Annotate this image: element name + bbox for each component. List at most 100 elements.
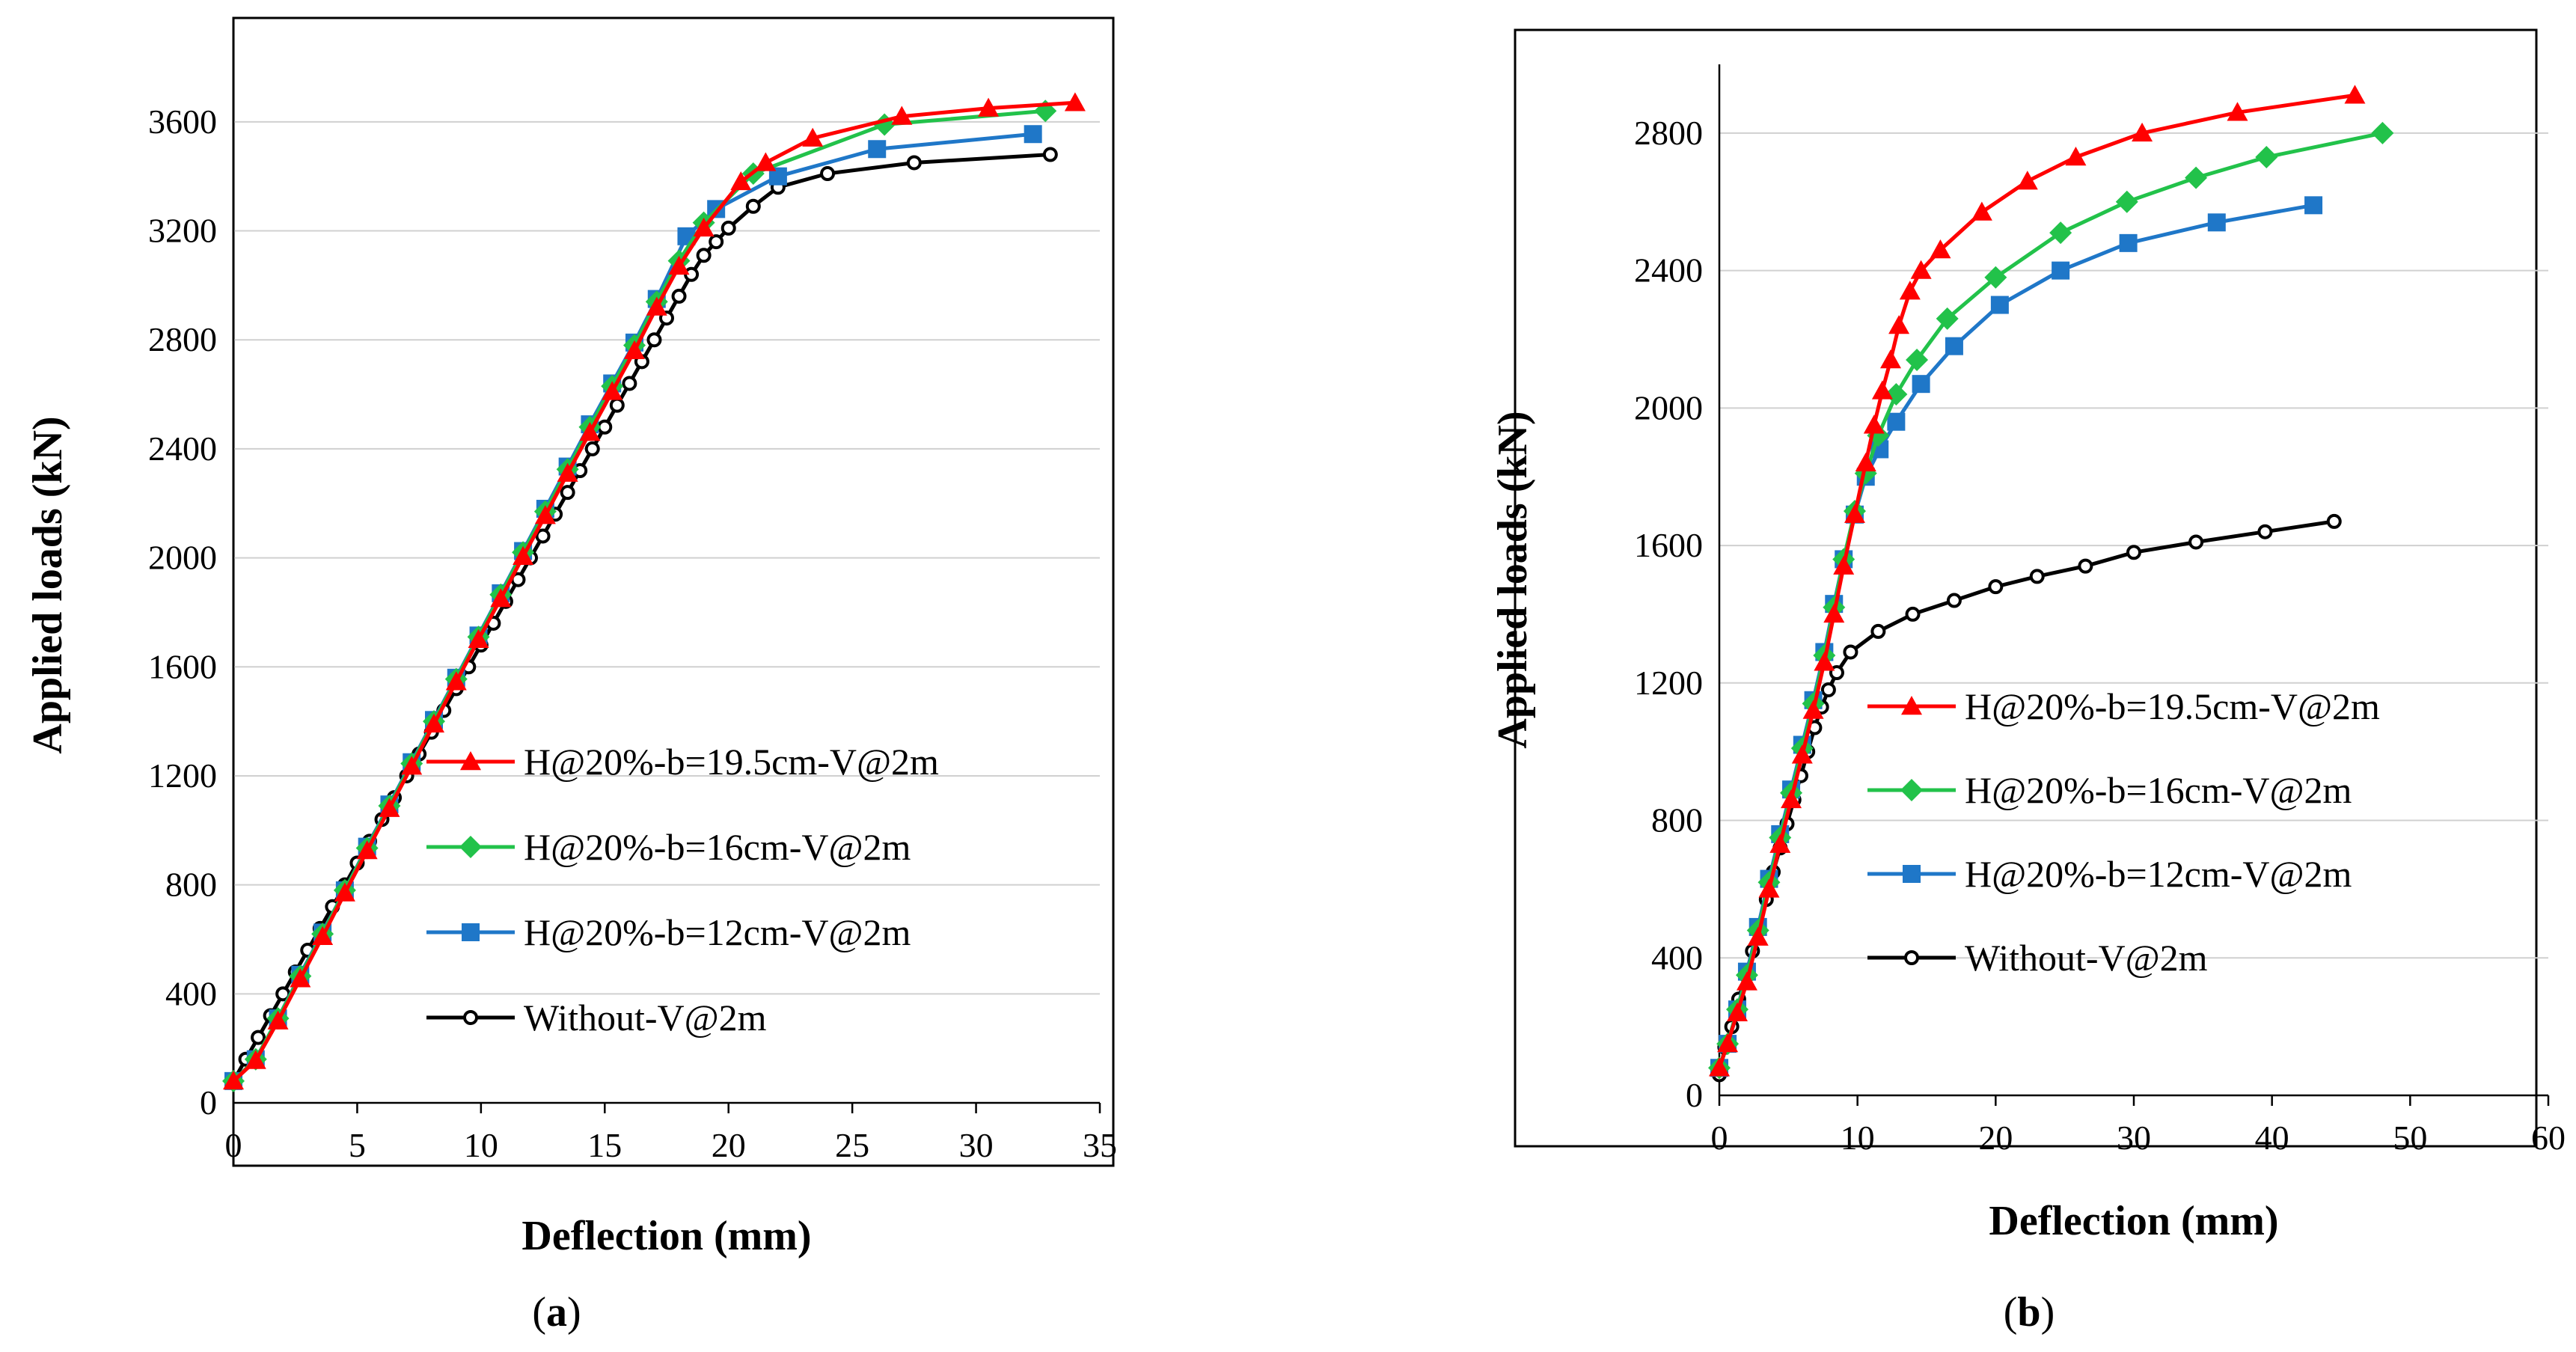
data-point xyxy=(1717,1033,1739,1053)
data-point xyxy=(2119,233,2138,252)
y-axis-title: Applied loads (kN) xyxy=(1490,411,1536,748)
data-point xyxy=(906,155,922,171)
data-point xyxy=(1905,606,1921,622)
x-tick-label: 25 xyxy=(835,1126,869,1164)
data-point xyxy=(646,332,662,348)
data-point xyxy=(290,968,311,988)
legend-label: H@20%-b=12cm-V@2m xyxy=(524,911,911,953)
data-point xyxy=(1930,239,1951,259)
x-axis-title: Deflection (mm) xyxy=(1989,1198,2278,1244)
data-point xyxy=(1871,380,1893,400)
data-point xyxy=(978,97,1000,117)
data-point xyxy=(2132,122,2153,142)
data-point xyxy=(1888,315,1910,334)
data-point xyxy=(602,381,623,400)
series-diamond xyxy=(1708,121,2394,1080)
data-point xyxy=(622,376,637,391)
data-point xyxy=(1823,603,1845,623)
series-line xyxy=(231,100,1077,1083)
data-point xyxy=(534,505,556,524)
data-point xyxy=(745,198,761,214)
data-point xyxy=(820,166,836,182)
legend-marker xyxy=(1901,696,1922,715)
data-point xyxy=(560,485,575,501)
y-tick-label: 2800 xyxy=(148,320,217,358)
legend-marker xyxy=(1903,865,1921,883)
data-point xyxy=(251,1030,266,1045)
data-point xyxy=(1814,652,1835,671)
data-point xyxy=(721,220,736,236)
legend-label: H@20%-b=19.5cm-V@2m xyxy=(524,741,939,783)
x-axis-title: Deflection (mm) xyxy=(521,1213,811,1259)
data-point xyxy=(557,462,578,482)
data-point xyxy=(1885,382,1908,406)
legend-label: H@20%-b=16cm-V@2m xyxy=(1965,769,2352,811)
data-point xyxy=(868,140,887,159)
y-tick-label: 0 xyxy=(200,1083,217,1122)
legend-label: Without-V@2m xyxy=(524,997,767,1039)
data-point xyxy=(802,127,824,147)
data-point xyxy=(1802,700,1824,719)
data-point xyxy=(2227,102,2248,121)
data-point xyxy=(334,882,355,902)
x-tick-label: 20 xyxy=(712,1126,746,1164)
data-point xyxy=(245,1050,266,1069)
data-point xyxy=(2016,171,2038,190)
data-point xyxy=(1024,125,1042,144)
data-point xyxy=(423,713,444,732)
data-point xyxy=(579,422,601,441)
y-tick-label: 2800 xyxy=(1634,114,1703,152)
data-point xyxy=(513,545,534,565)
data-point xyxy=(267,1010,289,1030)
data-point xyxy=(1843,644,1858,660)
legend-marker xyxy=(463,1010,478,1025)
data-point xyxy=(1064,92,1086,111)
data-point xyxy=(1736,971,1757,991)
data-point xyxy=(2078,558,2093,574)
data-point xyxy=(2207,213,2226,232)
data-point xyxy=(1820,682,1836,697)
y-tick-label: 3600 xyxy=(148,103,217,141)
y-tick-label: 400 xyxy=(1651,938,1703,976)
data-point xyxy=(2126,545,2141,560)
legend-label: H@20%-b=16cm-V@2m xyxy=(524,826,911,868)
data-point xyxy=(2065,147,2087,166)
chart-frame xyxy=(1514,28,2538,1148)
legend-marker xyxy=(462,923,480,941)
data-point xyxy=(379,798,400,817)
legend-label: Without-V@2m xyxy=(1965,937,2208,979)
data-point xyxy=(1863,415,1885,434)
x-tick-label: 40 xyxy=(2255,1119,2289,1157)
legend: H@20%-b=19.5cm-V@2m H@20%-b=16cm-V@2m H@20… xyxy=(1867,685,2380,979)
x-tick-label: 30 xyxy=(2117,1119,2151,1157)
data-point xyxy=(671,288,687,304)
y-tick-label: 2400 xyxy=(148,429,217,468)
data-point xyxy=(2344,85,2366,104)
data-point xyxy=(1971,201,1992,221)
data-point xyxy=(312,926,334,946)
y-tick-label: 1200 xyxy=(1634,664,1703,702)
data-point xyxy=(696,248,712,263)
data-point xyxy=(223,1070,244,1090)
data-point xyxy=(1758,878,1780,898)
chart-panel-a: 0 400 800 1200 1600 2000 2400 2800 3200 3600 0 5 10 1… xyxy=(25,16,1117,1336)
x-tick-label: 20 xyxy=(1978,1119,2013,1157)
data-point xyxy=(609,397,625,413)
x-tick-label: 35 xyxy=(1083,1126,1117,1164)
data-point xyxy=(755,152,777,171)
y-tick-label: 1600 xyxy=(148,647,217,685)
legend-label: H@20%-b=12cm-V@2m xyxy=(1965,853,2352,895)
data-point xyxy=(1899,281,1921,300)
data-point xyxy=(2326,513,2342,529)
data-point xyxy=(490,588,512,608)
data-point xyxy=(1887,412,1906,431)
series-triangle xyxy=(1709,85,2366,1077)
data-point xyxy=(2188,534,2204,550)
data-point xyxy=(2185,166,2208,189)
y-tick-label: 2000 xyxy=(1634,388,1703,426)
data-point xyxy=(2052,261,2070,280)
y-tick-label: 1200 xyxy=(148,756,217,795)
series-line xyxy=(231,153,1053,1083)
data-point xyxy=(1945,337,1963,355)
